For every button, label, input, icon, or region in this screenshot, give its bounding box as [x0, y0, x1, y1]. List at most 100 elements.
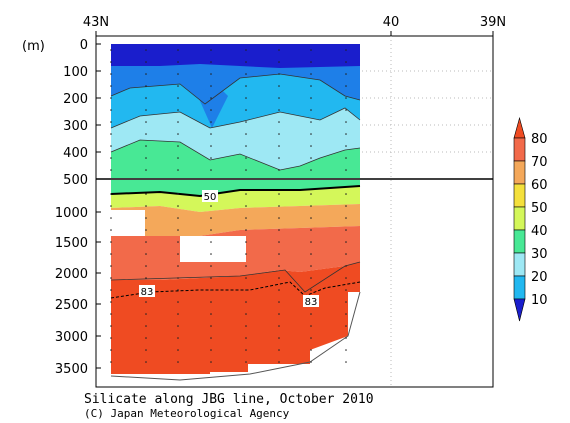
- station-dot: [278, 229, 280, 231]
- station-dot: [210, 313, 212, 315]
- upper-band-4: [111, 140, 360, 178]
- station-dot: [110, 109, 112, 111]
- station-dot: [145, 61, 147, 63]
- station-dot: [110, 253, 112, 255]
- station-dot: [110, 121, 112, 123]
- station-dot: [177, 361, 179, 363]
- station-dot: [177, 157, 179, 159]
- lower-band-1: [111, 186, 360, 212]
- station-dot: [310, 97, 312, 99]
- station-dot: [278, 169, 280, 171]
- station-dot: [110, 229, 112, 231]
- missing-block-1: [111, 210, 145, 236]
- station-dot: [345, 205, 347, 207]
- station-dot: [245, 145, 247, 147]
- contour-label-bg: [303, 295, 319, 307]
- station-dot: [345, 277, 347, 279]
- station-dot: [210, 109, 212, 111]
- bottom-topography: [110, 291, 361, 381]
- missing-block-2: [180, 236, 246, 262]
- section-field: 50 83 83: [110, 44, 361, 381]
- station-dot: [345, 133, 347, 135]
- station-dot: [245, 61, 247, 63]
- station-dot: [177, 301, 179, 303]
- station-dot: [177, 85, 179, 87]
- station-dot: [210, 349, 212, 351]
- station-dot: [177, 241, 179, 243]
- y-tick-label-lower-3: 2500: [55, 298, 88, 313]
- station-dot: [310, 361, 312, 363]
- colorbar-segment: [513, 137, 526, 162]
- station-dot: [278, 205, 280, 207]
- colorbar-segment: [513, 206, 526, 231]
- station-dot: [145, 73, 147, 75]
- station-dot: [310, 289, 312, 291]
- station-dot: [177, 325, 179, 327]
- station-dot: [210, 97, 212, 99]
- x-tick-label-1: 40: [383, 15, 400, 30]
- station-dot: [145, 301, 147, 303]
- station-dot: [145, 349, 147, 351]
- station-dot: [245, 265, 247, 267]
- colorbar-segment: [513, 183, 526, 208]
- station-dot: [177, 121, 179, 123]
- station-dot: [110, 49, 112, 51]
- station-dot: [145, 145, 147, 147]
- station-dot: [110, 277, 112, 279]
- station-dot: [245, 241, 247, 243]
- station-dot: [345, 289, 347, 291]
- station-dot: [110, 301, 112, 303]
- station-dot: [245, 313, 247, 315]
- station-dot: [310, 205, 312, 207]
- colorbar-label: 50: [531, 201, 548, 216]
- station-dot: [177, 193, 179, 195]
- station-dot: [310, 169, 312, 171]
- station-dot: [310, 145, 312, 147]
- station-dot: [310, 109, 312, 111]
- station-dot: [278, 193, 280, 195]
- station-dot: [210, 253, 212, 255]
- station-dot: [278, 301, 280, 303]
- station-dot: [145, 265, 147, 267]
- station-dot: [245, 277, 247, 279]
- colorbar-label: 40: [531, 224, 548, 239]
- station-dot: [177, 289, 179, 291]
- station-dot: [177, 349, 179, 351]
- station-dot: [278, 277, 280, 279]
- station-dot: [145, 193, 147, 195]
- station-dot: [210, 73, 212, 75]
- station-dot: [310, 253, 312, 255]
- colorbar-segment: [513, 252, 526, 277]
- station-dot: [345, 241, 347, 243]
- station-dot: [210, 361, 212, 363]
- station-dot: [245, 337, 247, 339]
- colorbar: 80 70 60 50 40 30 20 10: [513, 116, 548, 322]
- station-dot: [278, 121, 280, 123]
- station-dot: [278, 157, 280, 159]
- station-dot: [245, 217, 247, 219]
- station-dot: [310, 49, 312, 51]
- station-dot: [110, 157, 112, 159]
- station-dot: [345, 349, 347, 351]
- axis-ticks: 43N 40 39N 0 100 200 300 400 500 1000 1500 2000 2500…: [55, 15, 506, 377]
- station-dot: [310, 313, 312, 315]
- x-tick-label-0: 43N: [83, 15, 109, 30]
- colorbar-label: 30: [531, 247, 548, 262]
- station-dot: [245, 157, 247, 159]
- station-dot: [145, 241, 147, 243]
- colorbar-label: 20: [531, 270, 548, 285]
- station-dot: [345, 361, 347, 363]
- station-dot: [210, 265, 212, 267]
- station-dot: [278, 97, 280, 99]
- station-dot: [110, 97, 112, 99]
- station-dot: [345, 217, 347, 219]
- station-dot: [278, 145, 280, 147]
- station-dot: [110, 313, 112, 315]
- station-dot: [110, 325, 112, 327]
- station-dot: [110, 61, 112, 63]
- station-dot: [145, 361, 147, 363]
- station-dot: [345, 265, 347, 267]
- station-dot: [210, 133, 212, 135]
- station-dot: [210, 289, 212, 291]
